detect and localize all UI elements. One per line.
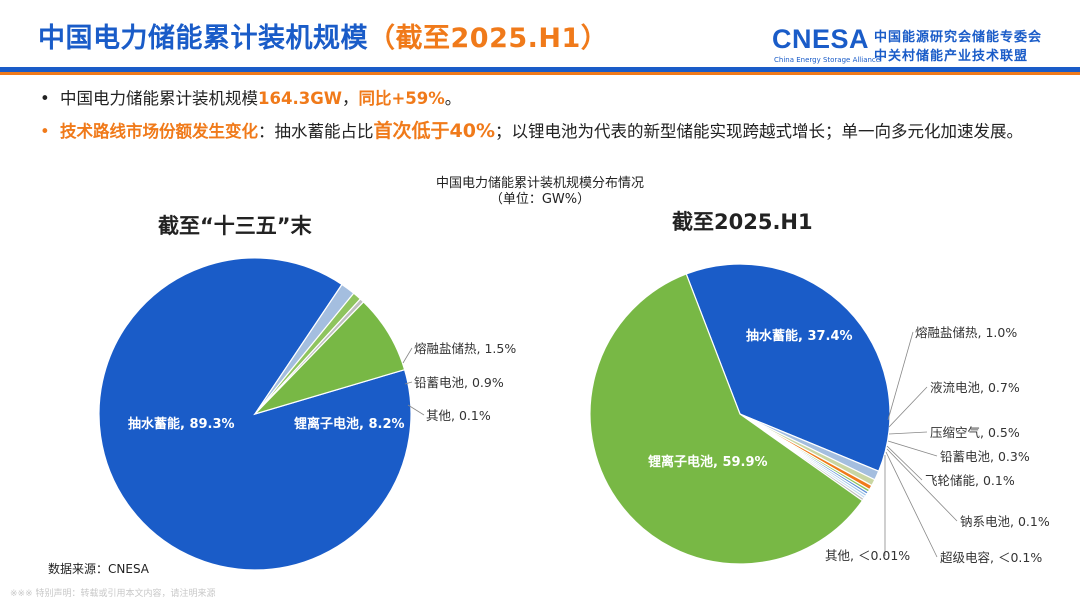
pie1-label-lithium-ion: 锂离子电池, 8.2% [294, 416, 405, 432]
bullet-tech-head: 技术路线市场份额发生变化 [60, 122, 258, 141]
pie2-label-lead-acid: 铅蓄电池, 0.3% [940, 449, 1030, 464]
pie-title-right: 截至2025.H1 [672, 210, 813, 234]
pie1-label-lead-acid: 铅蓄电池, 0.9% [414, 375, 504, 390]
pie1-label-molten-salt: 熔融盐储热, 1.5% [414, 341, 516, 356]
bullet-capacity: • 中国电力储能累计装机规模164.3GW，同比+59%。 [40, 89, 462, 108]
bullet-tech-highlight: 首次低于40% [373, 120, 495, 142]
page-title: 中国电力储能累计装机规模（截至2025.H1） [38, 23, 609, 54]
pie2-leader-sodium-battery [886, 448, 958, 522]
pie2-label-other: 其他, ＜0.01% [825, 548, 910, 563]
pie2-label-flywheel: 飞轮储能, 0.1% [925, 473, 1015, 488]
capacity-value: 164.3GW [258, 89, 342, 108]
bullet-tech-share: • 技术路线市场份额发生变化：抽水蓄能占比首次低于40%；以锂电池为代表的新型储能… [40, 120, 1023, 142]
pie-title-left: 截至“十三五”末 [158, 214, 312, 238]
pie2-leader-compressed-air [888, 431, 928, 435]
pie1-leader-other [407, 404, 425, 416]
pie2-slice-lithium-ion [589, 273, 864, 565]
pie1-slice-lithium-ion [252, 301, 406, 416]
pie1-label-other: 其他, 0.1% [426, 408, 491, 423]
pie2-label-pumped-hydro: 抽水蓄能, 37.4% [746, 328, 853, 344]
chart-title: 中国电力储能累计装机规模分布情况 [435, 176, 644, 191]
pie2-label-supercapacitor: 超级电容, ＜0.1% [940, 550, 1042, 565]
yoy-value: 同比+59% [358, 89, 445, 108]
pie2-slice-pumped-hydro [685, 263, 891, 473]
logo-text: CNESA [772, 24, 870, 54]
org-name-1: 中国能源研究会储能专委会 [874, 30, 1043, 45]
pie2-label-molten-salt: 熔融盐储热, 1.0% [915, 325, 1017, 340]
page-title-period: （截至2025.H1） [368, 23, 609, 54]
logo-subtitle: China Energy Storage Alliance [774, 56, 881, 64]
pie2-leader-flow-battery [888, 386, 928, 428]
pie1-label-pumped-hydro: 抽水蓄能, 89.3% [128, 416, 235, 432]
pie2-label-sodium-battery: 钠系电池, 0.1% [960, 514, 1050, 529]
header-divider-blue [0, 67, 1080, 72]
disclaimer: ※※※ 特别声明：转载或引用本文内容，请注明来源 [10, 589, 216, 599]
pie2-label-lithium-ion: 锂离子电池, 59.9% [648, 454, 768, 470]
pie2-leader-supercapacitor [885, 451, 938, 558]
pie1-leader-molten-salt [402, 347, 413, 364]
header-divider-orange [0, 72, 1080, 75]
pie2-leader-lead-acid [887, 440, 938, 457]
pie2-label-flow-battery: 液流电池, 0.7% [930, 380, 1020, 395]
pie2-label-compressed-air: 压缩空气, 0.5% [930, 425, 1020, 440]
org-name-2: 中关村储能产业技术联盟 [874, 49, 1029, 64]
cnesa-logo: CNESA China Energy Storage Alliance 中国能源… [772, 20, 1072, 68]
pie2-leader-molten-salt [887, 331, 914, 421]
chart-unit: （单位：GW%） [489, 192, 591, 207]
data-source: 数据来源：CNESA [48, 562, 149, 576]
pie2-leader-flywheel [886, 445, 923, 481]
pie1-leader-lead-acid [404, 381, 413, 385]
